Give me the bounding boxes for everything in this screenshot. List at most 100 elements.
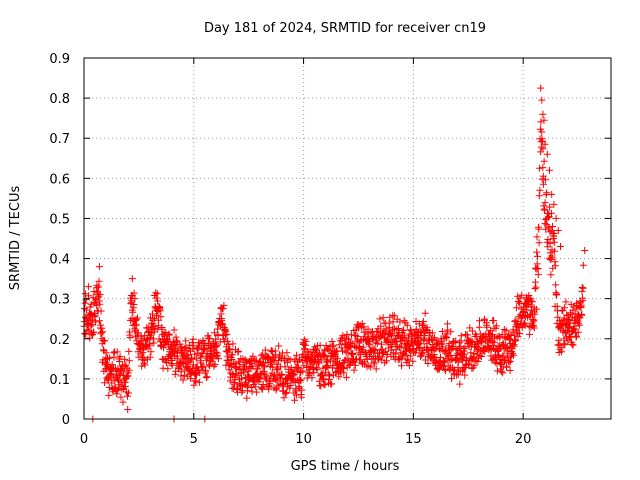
data-point xyxy=(372,365,380,373)
data-point xyxy=(547,271,555,279)
data-point xyxy=(291,396,298,404)
data-point xyxy=(444,326,452,334)
data-point xyxy=(212,335,220,343)
data-point xyxy=(205,361,213,369)
data-point xyxy=(561,341,569,349)
data-point xyxy=(431,334,438,342)
data-point xyxy=(552,281,560,289)
data-point xyxy=(546,228,554,236)
data-point xyxy=(147,348,155,356)
data-point xyxy=(177,368,185,376)
data-point xyxy=(513,318,521,326)
data-point xyxy=(192,377,200,385)
data-point xyxy=(443,330,451,338)
data-point xyxy=(165,330,173,338)
data-point xyxy=(313,366,321,374)
y-axis-label: SRMTID / TECUs xyxy=(8,186,23,291)
data-point xyxy=(98,324,106,332)
data-point xyxy=(288,376,296,384)
data-point xyxy=(108,361,116,369)
data-point xyxy=(328,380,336,388)
data-point xyxy=(546,166,553,174)
data-point xyxy=(105,391,113,399)
data-point xyxy=(377,322,385,330)
x-tick-label: 15 xyxy=(405,432,422,447)
data-point xyxy=(557,243,564,250)
data-point xyxy=(186,357,194,365)
data-point xyxy=(110,353,118,361)
data-point xyxy=(521,321,529,329)
data-point xyxy=(379,314,387,322)
data-point xyxy=(504,347,512,355)
data-point xyxy=(474,358,482,365)
data-point xyxy=(329,341,337,349)
data-point xyxy=(261,374,269,382)
data-point xyxy=(506,367,514,374)
data-point xyxy=(150,328,158,336)
data-point xyxy=(259,350,267,358)
y-tick-label: 0.7 xyxy=(49,132,70,147)
data-point xyxy=(200,363,208,371)
data-point xyxy=(535,192,543,200)
data-point xyxy=(388,330,396,337)
data-point xyxy=(134,314,141,322)
data-point xyxy=(149,310,156,318)
data-point xyxy=(516,330,524,338)
data-point xyxy=(475,323,483,331)
data-point xyxy=(354,332,362,340)
data-point xyxy=(536,186,544,194)
data-point xyxy=(443,320,451,328)
data-point xyxy=(429,336,437,344)
data-point xyxy=(272,385,280,393)
data-point xyxy=(238,388,246,396)
data-point xyxy=(539,145,547,153)
data-point xyxy=(505,359,513,367)
data-point xyxy=(202,367,210,375)
data-point xyxy=(102,349,110,357)
data-point xyxy=(340,369,348,377)
data-point xyxy=(310,369,318,377)
data-point xyxy=(539,164,547,172)
data-point xyxy=(435,345,443,352)
data-point xyxy=(170,326,178,334)
data-point xyxy=(95,263,103,271)
data-point xyxy=(470,362,478,370)
data-point xyxy=(577,301,585,309)
data-point xyxy=(477,353,485,360)
data-point xyxy=(124,392,131,400)
data-point xyxy=(476,352,484,360)
y-tick-labels: 0 0.1 0.2 0.3 0.4 0.5 0.6 0.7 0.8 0.9 xyxy=(49,52,70,428)
data-point xyxy=(540,116,548,124)
data-point xyxy=(105,375,112,383)
data-point xyxy=(532,283,540,291)
data-point xyxy=(189,335,197,343)
data-point xyxy=(544,236,552,243)
data-point xyxy=(351,361,359,369)
data-point xyxy=(554,313,562,321)
data-point xyxy=(300,362,308,370)
data-point xyxy=(541,206,549,214)
data-point xyxy=(424,360,432,367)
data-point xyxy=(570,325,578,333)
data-point xyxy=(99,328,107,336)
data-point xyxy=(195,378,203,386)
data-point xyxy=(373,340,381,348)
data-point xyxy=(573,332,580,340)
data-point xyxy=(579,261,587,269)
data-point xyxy=(189,345,197,353)
data-point xyxy=(211,360,219,368)
data-point xyxy=(88,317,96,325)
data-point xyxy=(381,329,389,337)
data-point xyxy=(568,340,576,348)
data-point xyxy=(512,304,520,312)
data-point xyxy=(350,366,358,374)
data-point xyxy=(140,356,148,364)
data-point xyxy=(153,290,161,298)
data-point xyxy=(334,355,341,363)
data-point xyxy=(231,364,239,371)
data-point xyxy=(531,310,539,318)
data-point xyxy=(116,353,124,361)
data-point xyxy=(114,375,121,383)
data-point xyxy=(434,366,442,374)
x-tick-label: 0 xyxy=(80,432,88,447)
